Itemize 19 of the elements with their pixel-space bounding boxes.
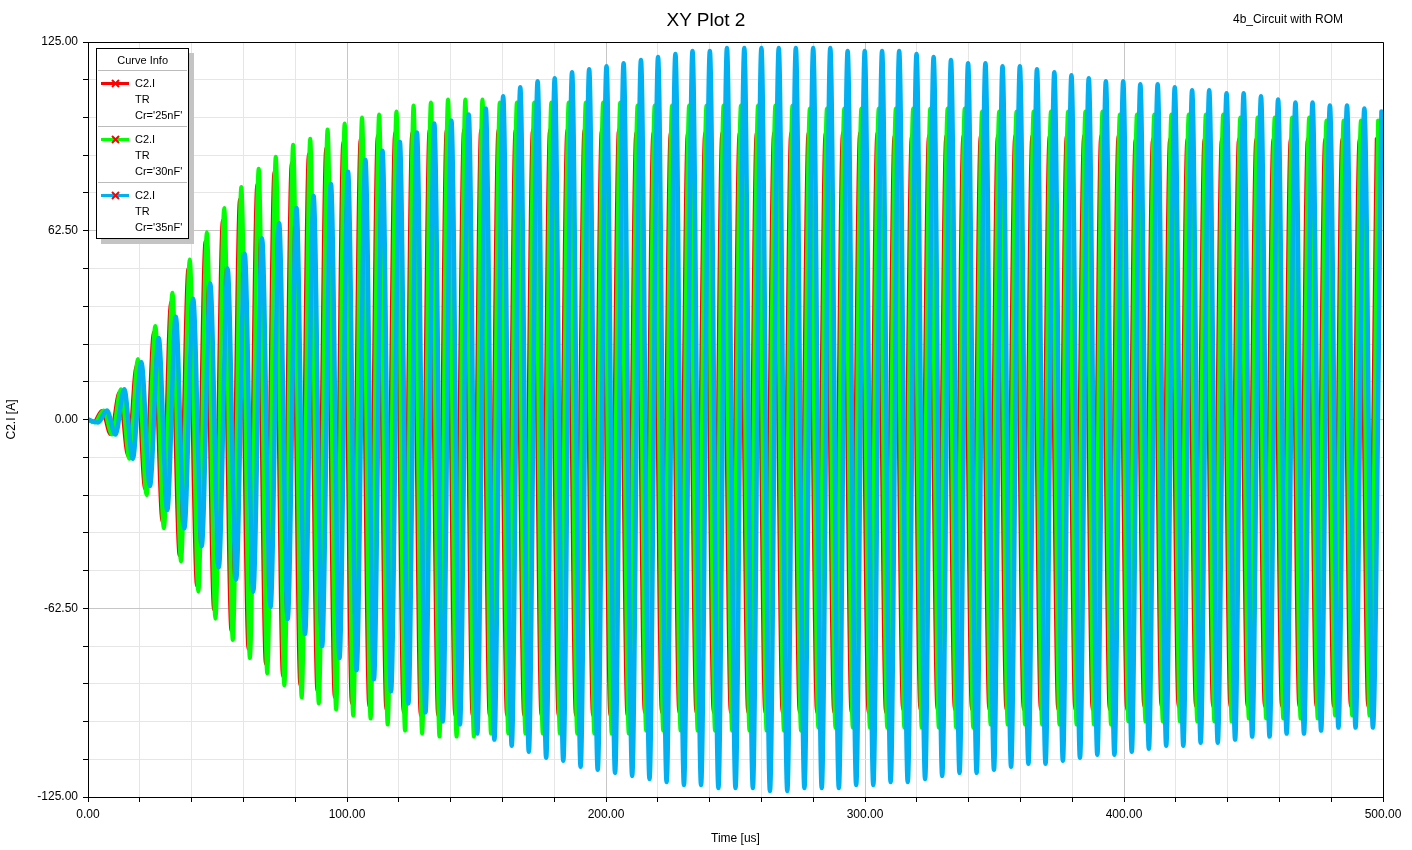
y-tick-label: 62.50 [47, 223, 79, 238]
x-axis-title: Time [us] [711, 831, 760, 846]
y-tick-label: 0.00 [54, 411, 79, 426]
legend-label: C2.I TR Cr='25nF' [135, 76, 183, 123]
x-tick-label: 200.00 [587, 806, 625, 821]
legend-title: Curve Info [116, 53, 170, 68]
y-axis-title: C2.I [A] [3, 399, 18, 440]
x-tick-label: 300.00 [846, 806, 884, 821]
y-tick-label: -125.00 [37, 789, 79, 804]
x-tick-label: 500.00 [1364, 806, 1402, 821]
x-tick-label: 400.00 [1105, 806, 1143, 821]
legend-label: C2.I TR Cr='35nF' [135, 188, 183, 235]
x-tick-label: 100.00 [328, 806, 366, 821]
legend-label: C2.I TR Cr='30nF' [135, 132, 183, 179]
x-tick-label: 0.00 [76, 806, 100, 821]
y-tick-label: 125.00 [41, 34, 79, 49]
chart-title: XY Plot 2 [666, 9, 746, 30]
chart-subtitle: 4b_Circuit with ROM [1232, 12, 1343, 27]
y-tick-label: -62.50 [43, 600, 79, 615]
